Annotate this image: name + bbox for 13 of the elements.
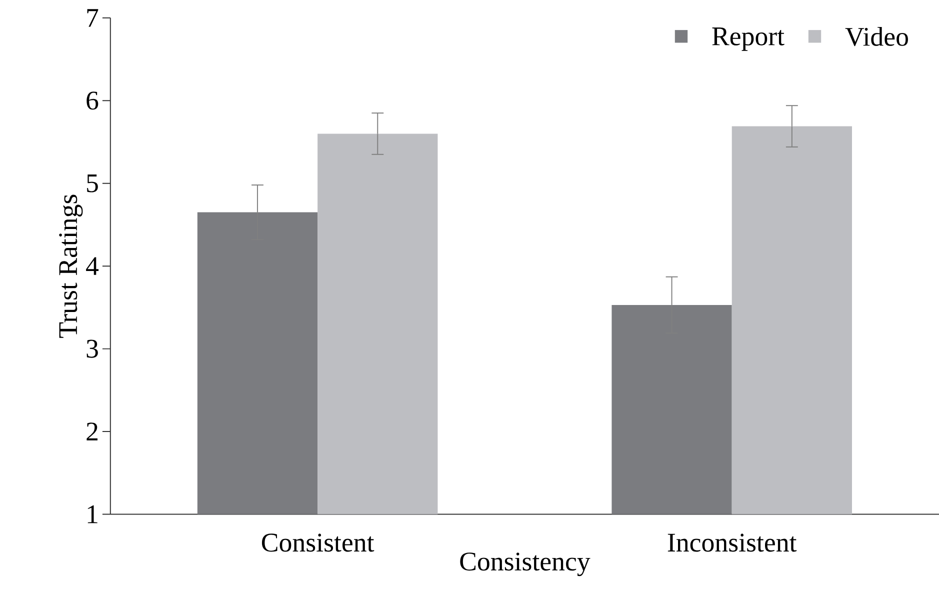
y-tick-label: 6 bbox=[86, 92, 98, 110]
y-tick-label: 2 bbox=[86, 422, 98, 441]
legend-label: Report bbox=[712, 28, 784, 51]
legend-label: Video bbox=[845, 27, 908, 46]
x-tick-label: Consistent bbox=[262, 534, 374, 552]
y-tick-label: 4 bbox=[86, 257, 99, 276]
y-tick-label: 5 bbox=[87, 174, 98, 192]
y-tick-label: 7 bbox=[87, 9, 98, 27]
y-tick-label: 1 bbox=[88, 505, 98, 524]
y-axis-title: Trust Ratings bbox=[59, 194, 83, 338]
y-tick-label: 3 bbox=[86, 340, 98, 358]
x-axis-title: Consistency bbox=[460, 552, 590, 576]
x-tick-label: Inconsistent bbox=[668, 534, 797, 552]
